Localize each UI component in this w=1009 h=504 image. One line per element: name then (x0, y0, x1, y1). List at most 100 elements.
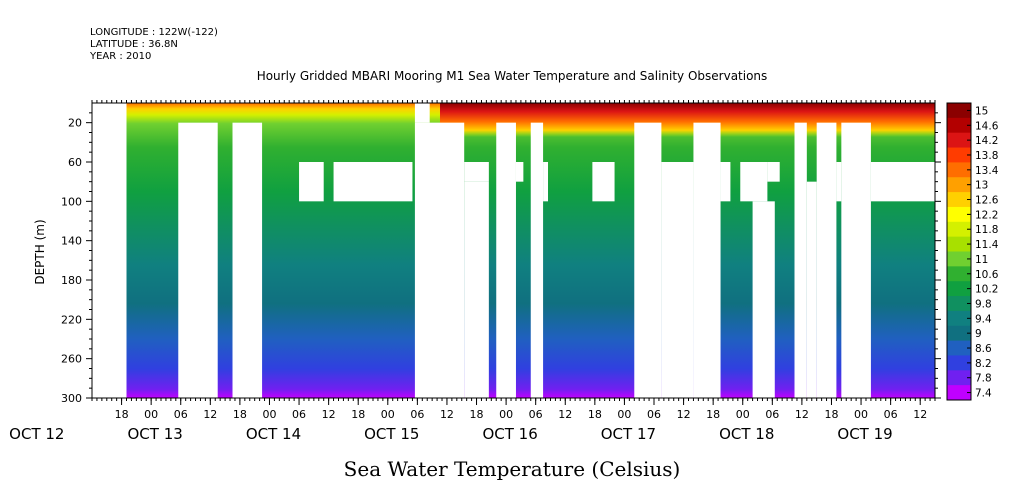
colorbar-swatch-10 (947, 251, 971, 267)
colorbar-swatch-7 (947, 206, 971, 223)
x-day-label-3: OCT 15 (364, 425, 419, 443)
colorbar-label-2: 14.2 (975, 135, 998, 147)
x-tick-label-21: 00 (736, 408, 750, 421)
colorbar-swatch-18 (947, 370, 971, 386)
x-tick-label-15: 12 (558, 408, 572, 421)
colorbar-label-6: 12.6 (975, 195, 999, 207)
missing-data-block-3 (299, 162, 324, 202)
x-day-label-1: OCT 13 (128, 425, 183, 443)
colorbar-swatch-5 (947, 177, 971, 193)
x-tick-label-10: 06 (410, 408, 424, 421)
x-tick-label-23: 12 (795, 408, 809, 421)
missing-data-block-10 (515, 162, 524, 182)
y-axis-label: DEPTH (m) (33, 219, 47, 284)
missing-data-block-5 (414, 103, 430, 123)
colorbar-swatch-12 (947, 281, 971, 297)
chart-title: Hourly Gridded MBARI Mooring M1 Sea Wate… (257, 69, 768, 83)
x-tick-label-7: 12 (322, 408, 336, 421)
x-tick-label-22: 06 (765, 408, 779, 421)
missing-data-block-9 (496, 122, 516, 399)
missing-data-block-4 (333, 162, 413, 202)
colorbar-frame (946, 102, 972, 401)
x-tick-label-5: 00 (262, 408, 276, 421)
y-tick-label-6: 260 (61, 353, 82, 366)
colorbar-swatch-16 (947, 340, 971, 356)
missing-data-block-22 (806, 181, 817, 398)
colorbar-label-18: 7.8 (975, 373, 992, 385)
x-tick-label-11: 12 (440, 408, 454, 421)
colorbar-swatch-4 (947, 162, 971, 178)
x-day-label-5: OCT 17 (601, 425, 656, 443)
y-tick-label-2: 100 (61, 195, 82, 208)
x-tick-label-25: 00 (854, 408, 868, 421)
colorbar-label-14: 9.4 (975, 313, 992, 325)
x-day-label-0: OCT 12 (9, 425, 64, 443)
colorbar-label-8: 11.8 (975, 224, 998, 236)
x-tick-label-14: 06 (529, 408, 543, 421)
colorbar-swatch-3 (947, 147, 971, 163)
missing-data-layer (92, 103, 935, 399)
colorbar-swatch-11 (947, 266, 971, 282)
y-axis: 20 60 100 140 180 220 260 300 (61, 112, 941, 405)
colorbar-swatch-17 (947, 355, 971, 371)
x-tick-label-27: 12 (913, 408, 927, 421)
missing-data-block-11 (530, 122, 544, 399)
x-axis: 18 00 06 12 18 00 06 12 18 00 06 12 18 00 06 12 18 00 06 12… (9, 100, 936, 443)
missing-data-block-19 (752, 201, 775, 398)
missing-data-block-23 (816, 122, 837, 399)
y-tick-label-4: 180 (61, 274, 82, 287)
missing-data-block-15 (661, 162, 694, 398)
colorbar-label-7: 12.2 (975, 209, 998, 221)
x-tick-label-3: 12 (203, 408, 217, 421)
colorbar-swatch-9 (947, 236, 971, 252)
missing-data-block-16 (693, 122, 721, 399)
colorbar-swatch-2 (947, 132, 971, 149)
x-tick-label-26: 06 (884, 408, 898, 421)
x-day-label-6: OCT 18 (719, 425, 774, 443)
colorbar-label-15: 9 (975, 328, 982, 340)
colorbar-swatch-8 (947, 221, 971, 238)
missing-data-block-8 (464, 181, 489, 398)
colorbar-label-12: 10.2 (975, 284, 998, 296)
missing-data-block-17 (720, 162, 731, 202)
colorbar-swatch-19 (947, 385, 971, 401)
colorbar-label-1: 14.6 (975, 120, 999, 132)
x-tick-label-20: 18 (706, 408, 720, 421)
colorbar-swatch-15 (947, 325, 971, 342)
longitude-label: LONGITUDE : 122W(-122) (90, 27, 218, 38)
missing-data-block-7 (464, 162, 489, 182)
x-tick-label-12: 18 (470, 408, 484, 421)
colorbar-label-11: 10.6 (975, 269, 999, 281)
colorbar-label-16: 8.6 (975, 343, 992, 355)
x-tick-label-9: 00 (381, 408, 395, 421)
missing-data-block-25 (841, 122, 871, 399)
colorbar-label-9: 11.4 (975, 239, 999, 251)
missing-data-block-13 (592, 162, 615, 202)
colorbar-label-10: 11 (975, 254, 988, 266)
year-label: YEAR : 2010 (90, 51, 152, 62)
x-day-label-2: OCT 14 (246, 425, 301, 443)
missing-data-block-24 (836, 162, 842, 202)
y-tick-label-7: 300 (61, 392, 82, 405)
x-tick-label-19: 12 (677, 408, 691, 421)
colorbar-label-4: 13.4 (975, 165, 999, 177)
plot-area (91, 102, 936, 399)
colorbar-label-19: 7.4 (975, 388, 992, 400)
missing-data-block-26 (870, 162, 935, 202)
missing-data-block-21 (794, 122, 807, 399)
colorbar-label-17: 8.2 (975, 358, 992, 370)
latitude-label: LATITUDE : 36.8N (90, 39, 178, 50)
missing-data-block-2 (232, 122, 263, 399)
x-tick-label-6: 06 (292, 408, 306, 421)
x-tick-label-17: 00 (617, 408, 631, 421)
colorbar-swatch-13 (947, 296, 971, 312)
missing-data-block-12 (543, 162, 549, 202)
missing-data-block-20 (767, 162, 780, 182)
y-tick-label-3: 140 (61, 235, 82, 248)
colorbar-label-0: 15 (975, 105, 988, 117)
missing-data-block-14 (634, 122, 662, 399)
x-tick-label-24: 18 (824, 408, 838, 421)
x-tick-label-4: 18 (233, 408, 247, 421)
colorbar-label-5: 13 (975, 180, 988, 192)
